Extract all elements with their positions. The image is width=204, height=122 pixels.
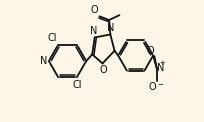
Text: O: O xyxy=(145,46,153,56)
Text: N: N xyxy=(157,63,164,73)
Text: Cl: Cl xyxy=(48,33,57,43)
Text: N: N xyxy=(107,23,114,33)
Text: O: O xyxy=(148,82,155,92)
Text: −: − xyxy=(157,82,162,88)
Text: Cl: Cl xyxy=(72,80,82,90)
Text: N: N xyxy=(89,26,97,36)
Text: +: + xyxy=(159,60,164,66)
Text: N: N xyxy=(39,56,47,66)
Text: O: O xyxy=(99,65,106,75)
Text: O: O xyxy=(90,5,98,15)
